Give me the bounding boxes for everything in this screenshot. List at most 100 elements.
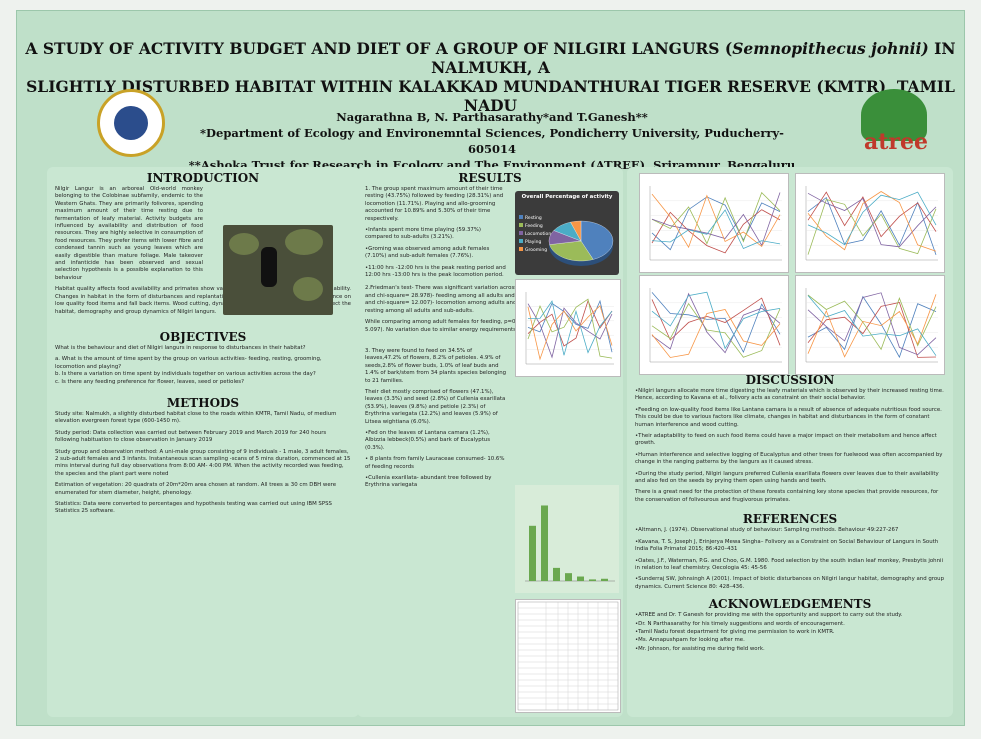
grooming-time-chart: [795, 275, 945, 375]
legend-swatch: [519, 247, 523, 251]
series-line: [807, 292, 937, 356]
series-line: [651, 209, 781, 250]
series-line: [651, 297, 781, 346]
result-infants: •Infants spent more time playing (59.37%…: [365, 227, 482, 241]
intro-paragraph-1: Nilgir Langur is an arboreal Old-world m…: [55, 186, 203, 281]
objective-c: c. Is there any feeding preference for f…: [55, 378, 244, 385]
result-diet-composition: Their diet mostly comprised of flowers (…: [365, 388, 506, 425]
pondicherry-university-logo: [97, 89, 165, 157]
acknowledgements-heading: ACKNOWLEDGEMENTS: [708, 597, 872, 612]
reference-item: •Kavana, T. S, Joseph J, Erinjerya Mewa …: [635, 538, 939, 553]
legend-swatch: [519, 231, 523, 235]
legend-swatch: [519, 239, 523, 243]
discussion-heading: DISCUSSION: [745, 373, 835, 387]
langur-photo: [223, 225, 333, 315]
methods-study-group: Study group and observation method: A un…: [55, 448, 351, 477]
diet-bar: [601, 578, 608, 581]
acknowledgement-item: •Tamil Nadu forest department for giving…: [635, 628, 835, 635]
series-line: [651, 292, 781, 354]
series-line: [651, 196, 781, 251]
series-line: [807, 191, 937, 238]
acknowledgement-item: •Mr. Johnson, for assisting me during fi…: [635, 645, 765, 652]
legend-label: Feeding: [525, 223, 543, 229]
diet-bar: [589, 579, 596, 581]
result-diet: 3. They were found to feed on 34.5% of l…: [365, 347, 507, 384]
methods-statistics: Statistics: Data were converted to perce…: [55, 501, 332, 515]
poster-title: A STUDY OF ACTIVITY BUDGET AND DIET OF A…: [17, 39, 964, 115]
reference-item: •Altmann, J. (1974). Observational study…: [635, 527, 899, 534]
author-block: Nagarathna B, N. Parthasarathy*and T.Gan…: [177, 109, 807, 173]
series-line: [651, 309, 781, 358]
legend-label: Playing: [525, 239, 541, 245]
pie-chart-title: Overall Percentage of activity: [521, 194, 613, 200]
introduction-heading: INTRODUCTION: [146, 171, 260, 185]
legend-label: Locomotion: [525, 231, 551, 237]
diet-bar: [541, 505, 548, 581]
acknowledgement-item: •Ms. Annapushpam for looking after me.: [635, 637, 745, 644]
series-line: [651, 302, 781, 358]
series-line: [807, 295, 937, 359]
diet-bar: [529, 525, 536, 581]
results-heading: RESULTS: [458, 171, 522, 185]
methods-study-site: Study site: Nalmukh, a slightly disturbe…: [55, 410, 337, 425]
resting-time-chart: [795, 173, 945, 273]
series-line: [807, 294, 937, 351]
series-line: [651, 191, 781, 245]
legend-label: Grooming: [525, 247, 547, 253]
series-line: [651, 193, 781, 249]
result-friedman: 2.Friedman's test- There was significant…: [365, 285, 609, 314]
diet-bar: [553, 567, 560, 581]
methods-study-period: Study period: Data collection was carrie…: [55, 429, 327, 444]
series-line: [527, 298, 613, 359]
reference-item: •Oates, J.F., Waterman, P.G. and Choo, G…: [635, 557, 944, 571]
author-names: Nagarathna B, N. Parthasarathy*and T.Gan…: [336, 110, 648, 124]
title-line-2: SLIGHTLY DISTURBED HABITAT WITHIN KALAKK…: [26, 77, 955, 115]
legend-swatch: [519, 223, 523, 227]
objectives-heading: OBJECTIVES: [159, 329, 247, 344]
result-lantana: •Fed on the leaves of Lantana camara (1.…: [365, 429, 491, 451]
affiliation-1: *Department of Ecology and Environemntal…: [200, 126, 784, 156]
pie-slice: [570, 220, 582, 242]
results-text-top: 1. The group spent maximum amount of the…: [365, 186, 507, 279]
acknowledgement-item: •Dr. N Parthasarathy for his timely sugg…: [635, 620, 845, 627]
series-line: [651, 209, 781, 254]
discussion-point-5: •During the study period, Nilgiri langur…: [635, 470, 939, 485]
discussion-point-1: •Nilgiri langurs allocate more time dige…: [635, 388, 944, 402]
series-line: [807, 191, 937, 252]
activity-line-chart: [515, 279, 621, 377]
discussion-point-4: •Human interference and selective loggin…: [635, 451, 943, 466]
title-line-1: A STUDY OF ACTIVITY BUDGET AND DIET OF A…: [25, 39, 956, 77]
intro-text-narrow: Nilgir Langur is an arboreal Old-world m…: [55, 186, 203, 282]
discussion-point-2: •Feeding on low-quality food items like …: [635, 406, 942, 428]
methods-vegetation: Estimation of vegetation: 20 quadrats of…: [55, 482, 337, 496]
atree-logo: atree: [855, 89, 937, 159]
objective-b: b. Is there a variation on time spent by…: [55, 371, 316, 378]
result-cullenia: •Cullenia exarillata- abundant tree foll…: [365, 475, 492, 489]
intro-paragraph-2: Habitat quality affects food availabilit…: [55, 286, 351, 315]
objectives-question: What is the behaviour and diet of Nilgir…: [55, 344, 306, 351]
result-lauraceae: • 8 plants from family Lauraceae consume…: [365, 456, 505, 470]
left-column: INTRODUCTION Nilgir Langur is an arborea…: [47, 167, 359, 717]
locomotion-time-chart: [639, 275, 789, 375]
pie-slice: [580, 220, 614, 260]
diet-bar-chart: [515, 485, 619, 593]
right-column: DISCUSSION •Nilgiri langurs allocate mor…: [627, 167, 953, 717]
result-grooming: •Groming was observed among adult female…: [365, 245, 490, 260]
methods-heading: METHODS: [166, 395, 240, 410]
legend-label: Resting: [525, 215, 542, 221]
discussion-point-3: •Their adaptability to feed on such food…: [635, 433, 937, 447]
pie-chart-panel: Overall Percentage of activity Resting Fe…: [515, 191, 619, 275]
series-line: [807, 192, 937, 248]
series-line: [527, 300, 613, 356]
objective-a: a. What is the amount of time spent by t…: [55, 356, 322, 370]
middle-column: RESULTS 1. The group spent maximum amoun…: [357, 167, 623, 717]
series-line: [807, 199, 937, 255]
series-line: [651, 291, 781, 350]
legend-swatch: [519, 215, 523, 219]
results-text-bottom: 3. They were found to feed on 34.5% of l…: [365, 348, 507, 490]
result-peak-hours: •11:00 hrs -12:00 hrs is the peak restin…: [365, 264, 506, 279]
diet-bar: [565, 573, 572, 581]
series-line: [651, 292, 781, 354]
pie-slice: [549, 240, 594, 262]
reference-item: •Sunderraj SW, Johnsingh A (2001). Impac…: [635, 576, 945, 590]
